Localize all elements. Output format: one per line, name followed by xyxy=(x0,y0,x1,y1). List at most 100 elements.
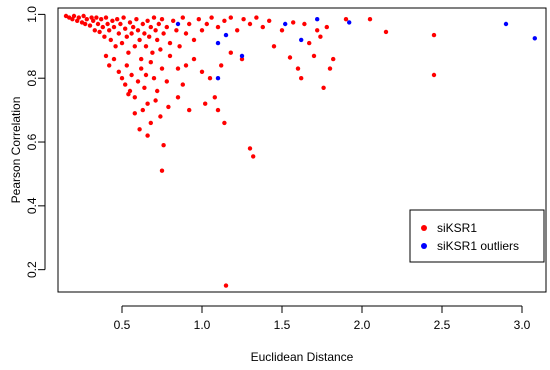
data-point xyxy=(222,120,227,126)
y-tick-label: 0.2 xyxy=(25,261,39,278)
data-point xyxy=(116,31,122,36)
data-point xyxy=(145,133,150,138)
data-point xyxy=(151,76,157,81)
data-point xyxy=(267,18,272,23)
data-point xyxy=(118,21,123,27)
data-point xyxy=(207,76,213,81)
x-axis-title: Euclidean Distance xyxy=(251,350,354,364)
data-point xyxy=(324,24,329,30)
data-point xyxy=(84,17,90,22)
data-point xyxy=(121,15,126,20)
data-point xyxy=(111,24,117,30)
data-point xyxy=(196,17,201,22)
data-point xyxy=(97,29,102,35)
data-point xyxy=(161,31,166,36)
data-point xyxy=(166,104,171,110)
data-point xyxy=(102,34,107,39)
data-point xyxy=(110,18,115,23)
data-point xyxy=(142,31,147,36)
data-point xyxy=(134,17,139,22)
data-point xyxy=(164,24,169,30)
legend: siKSR1 siKSR1 outliers xyxy=(409,209,545,263)
data-point xyxy=(145,101,150,106)
data-point xyxy=(139,56,144,62)
data-point xyxy=(219,63,224,68)
data-points xyxy=(63,13,537,288)
data-point xyxy=(327,66,333,71)
x-tick-label: 1.5 xyxy=(274,318,291,332)
data-point xyxy=(123,26,128,31)
data-point xyxy=(150,50,155,55)
x-tick-label: 2.5 xyxy=(434,318,451,332)
data-point xyxy=(87,23,93,28)
data-point xyxy=(91,18,96,23)
data-point xyxy=(148,24,153,30)
data-point xyxy=(135,28,141,33)
outlier-point xyxy=(215,40,221,46)
data-point xyxy=(222,18,227,23)
data-point xyxy=(116,69,122,75)
data-point xyxy=(142,85,147,91)
data-point xyxy=(307,40,312,46)
data-point xyxy=(155,88,160,94)
y-tick-label: 0.8 xyxy=(25,70,39,87)
x-tick-label: 3.0 xyxy=(514,318,531,332)
data-point xyxy=(159,66,165,71)
data-point xyxy=(204,21,209,27)
data-point xyxy=(191,37,197,43)
data-point xyxy=(132,111,137,116)
data-point xyxy=(247,21,253,27)
data-point xyxy=(271,44,277,49)
outlier-point xyxy=(223,32,229,38)
data-point xyxy=(311,53,317,59)
data-point xyxy=(228,50,233,55)
data-point xyxy=(126,92,131,97)
plot-frame xyxy=(57,7,547,293)
data-point xyxy=(161,143,166,148)
data-point xyxy=(108,37,114,43)
data-point xyxy=(239,56,245,62)
data-point xyxy=(343,17,349,22)
data-point xyxy=(140,21,145,27)
data-point xyxy=(174,28,179,33)
outlier-point xyxy=(283,21,288,27)
data-point xyxy=(76,15,82,20)
outlier-point xyxy=(503,21,509,27)
outlier-point xyxy=(347,20,352,25)
data-point xyxy=(94,15,99,20)
data-point xyxy=(183,63,189,68)
data-point xyxy=(167,53,173,59)
outlier-point xyxy=(299,37,304,43)
data-point xyxy=(137,37,142,43)
data-point xyxy=(318,34,323,39)
x-tick-label: 1.0 xyxy=(194,318,211,332)
data-point xyxy=(135,79,141,84)
data-point xyxy=(187,107,192,113)
data-point xyxy=(113,44,118,49)
data-point xyxy=(126,50,131,55)
data-point xyxy=(124,34,129,39)
legend-marker xyxy=(421,225,427,231)
data-point xyxy=(199,69,205,75)
data-point xyxy=(209,15,214,20)
data-point xyxy=(153,98,158,103)
data-point xyxy=(159,17,165,22)
data-point xyxy=(223,283,229,288)
data-point xyxy=(155,37,160,43)
data-point xyxy=(99,17,104,22)
data-point xyxy=(191,56,197,62)
data-point xyxy=(175,95,181,100)
data-point xyxy=(241,17,246,22)
data-point xyxy=(175,66,181,71)
data-point xyxy=(431,72,437,78)
data-point xyxy=(137,127,142,132)
data-point xyxy=(107,63,112,68)
data-point xyxy=(260,24,265,30)
data-point xyxy=(143,44,149,49)
data-point xyxy=(180,15,185,20)
data-point xyxy=(159,168,165,173)
legend-label: siKSR1 outliers xyxy=(437,239,519,253)
data-point xyxy=(187,21,192,27)
data-point xyxy=(140,107,145,113)
